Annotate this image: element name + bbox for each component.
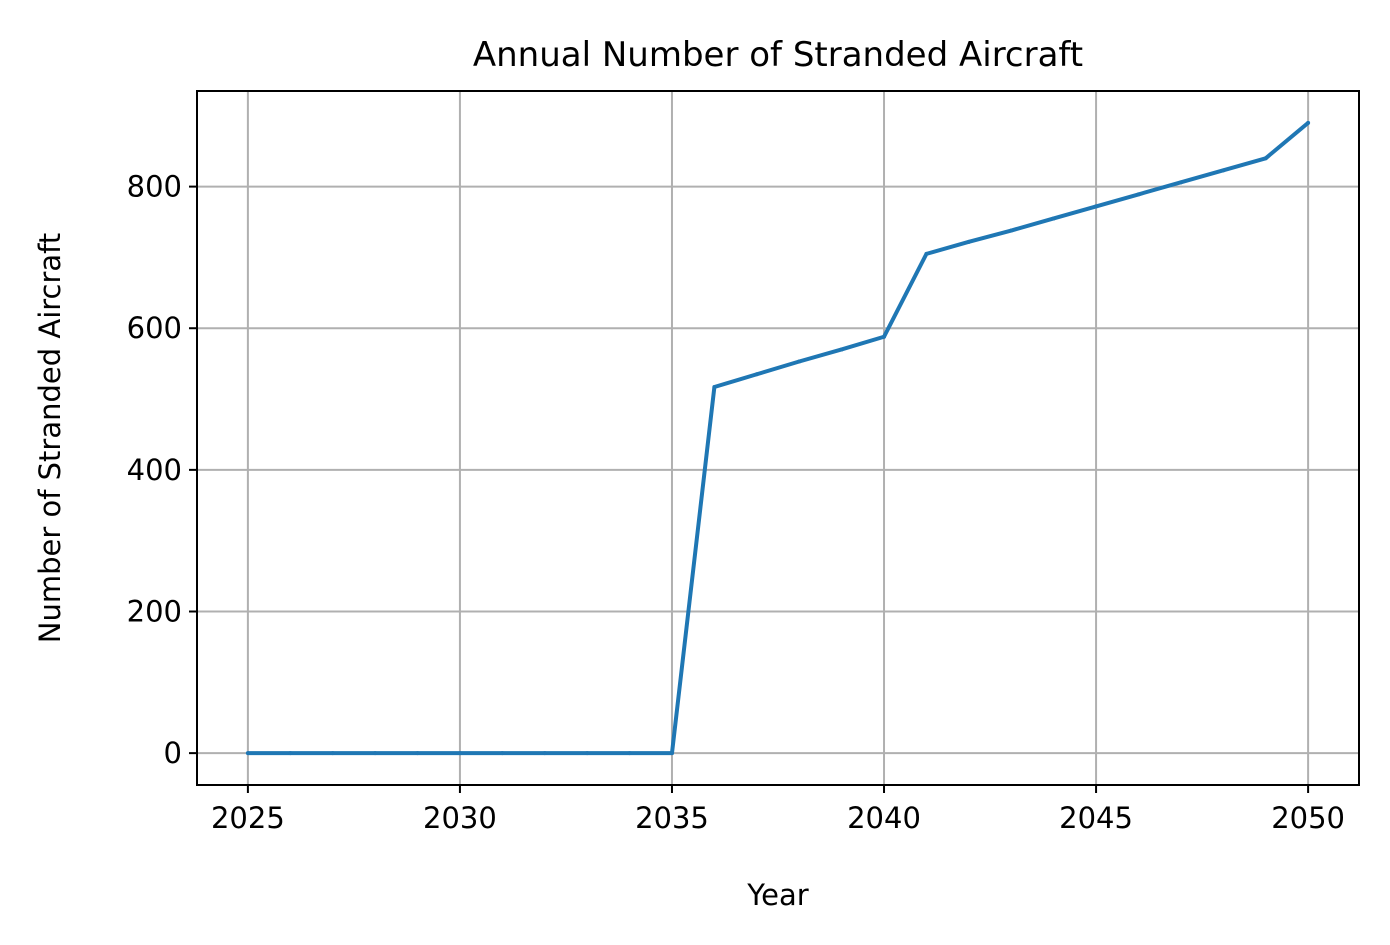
series-line (247, 121, 1310, 756)
chart-title: Annual Number of Stranded Aircraft (473, 35, 1083, 75)
data-point (288, 751, 293, 756)
data-point (585, 751, 590, 756)
x-axis-ticks: 2025 2030 2035 2040 2045 2050 (211, 785, 1345, 835)
data-point (415, 751, 420, 756)
data-point (797, 359, 802, 364)
data-point (1178, 180, 1183, 185)
x-tick-label: 2030 (423, 801, 497, 835)
data-point (1221, 168, 1226, 173)
series-layer (245, 120, 1311, 756)
y-tick-label: 0 (164, 736, 182, 770)
y-tick-label: 800 (127, 170, 182, 204)
data-point (966, 239, 971, 244)
data-point (542, 751, 547, 756)
data-point (1051, 216, 1056, 221)
y-tick-label: 200 (127, 595, 182, 629)
data-point (627, 751, 632, 756)
y-axis-ticks: 0 200 400 600 800 (127, 170, 197, 770)
data-point (669, 751, 674, 756)
data-point (1306, 120, 1311, 125)
x-tick-label: 2025 (211, 801, 285, 835)
data-point (1009, 228, 1014, 233)
data-point (839, 347, 844, 352)
x-tick-label: 2050 (1271, 801, 1345, 835)
y-tick-label: 400 (127, 453, 182, 487)
data-point (245, 751, 250, 756)
data-point (882, 334, 887, 339)
x-axis-label: Year (746, 878, 808, 912)
y-axis-label: Number of Stranded Aircraft (33, 233, 67, 644)
x-tick-label: 2035 (635, 801, 709, 835)
data-point (373, 751, 378, 756)
data-point (457, 751, 462, 756)
data-point (330, 751, 335, 756)
x-tick-label: 2045 (1059, 801, 1133, 835)
grid-lines (197, 91, 1359, 785)
data-point (500, 751, 505, 756)
y-tick-label: 600 (127, 311, 182, 345)
data-point (924, 251, 929, 256)
data-point (1136, 192, 1141, 197)
data-point (1263, 156, 1268, 161)
plot-area-frame (196, 90, 1360, 786)
x-tick-label: 2040 (847, 801, 921, 835)
data-point (1094, 204, 1099, 209)
data-point (754, 372, 759, 377)
data-point (712, 385, 717, 390)
